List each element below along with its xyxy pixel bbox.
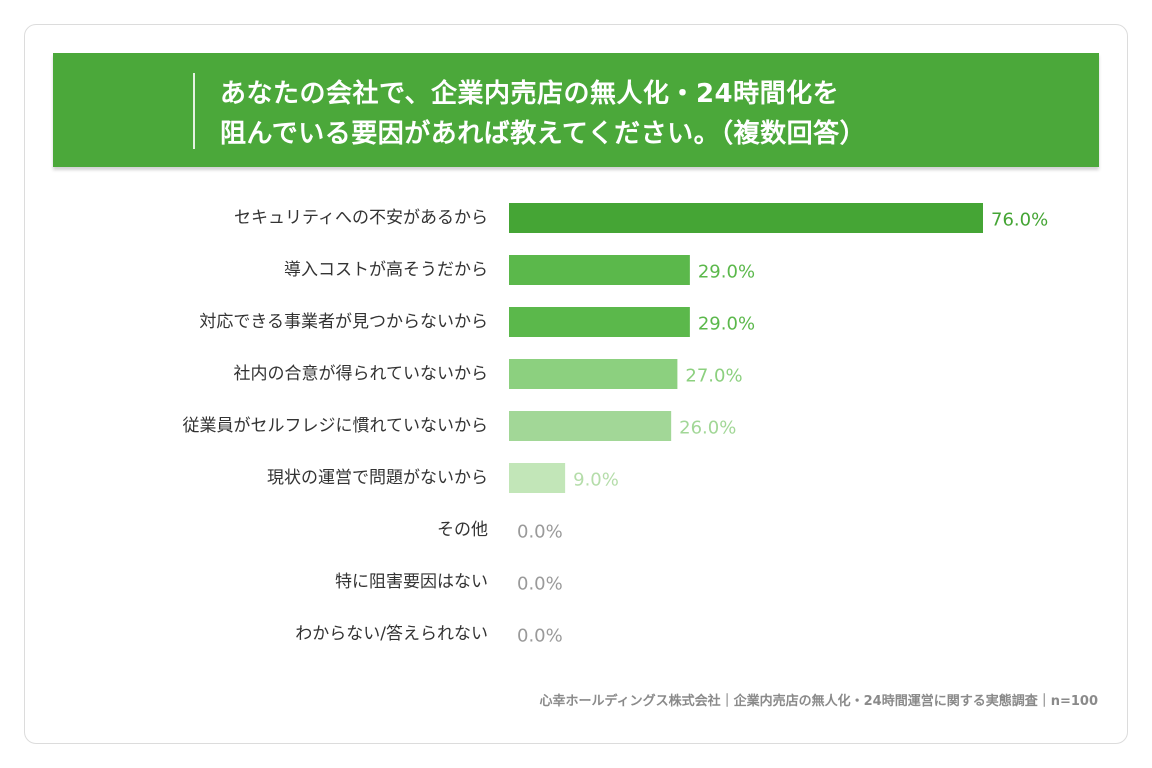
value-label: 0.0%	[517, 522, 563, 543]
title-accent-rule	[193, 73, 195, 149]
category-label: セキュリティへの不安があるから	[234, 208, 488, 228]
category-label: 導入コストが高そうだから	[284, 260, 488, 280]
source-footer: 心幸ホールディングス株式会社｜企業内売店の無人化・24時間運営に関する実態調査｜…	[539, 694, 1098, 709]
value-label: 29.0%	[698, 314, 755, 335]
category-label: わからない/答えられない	[295, 624, 488, 644]
category-label: 対応できる事業者が見つからないから	[199, 312, 488, 332]
value-label: 27.0%	[685, 366, 742, 387]
bar	[509, 203, 983, 233]
bar	[509, 411, 672, 441]
value-label: 26.0%	[679, 418, 736, 439]
category-label: 社内の合意が得られていないから	[234, 364, 489, 384]
category-label: 現状の運営で問題がないから	[267, 468, 488, 488]
value-label: 29.0%	[698, 262, 755, 283]
value-label: 0.0%	[517, 626, 563, 647]
value-label: 0.0%	[517, 574, 563, 595]
bar	[509, 307, 690, 337]
category-label: 特に阻害要因はない	[335, 572, 488, 592]
bar	[509, 463, 566, 493]
bar	[509, 255, 690, 285]
chart-title-line-1: あなたの会社で、企業内売店の無人化・24時間化を	[220, 79, 840, 109]
title-banner	[53, 53, 1099, 167]
category-label: 従業員がセルフレジに慣れていないから	[183, 416, 489, 436]
value-label: 76.0%	[991, 210, 1048, 231]
chart-title-line-2: 阻んでいる要因があれば教えてください。（複数回答）	[220, 119, 867, 149]
category-label: その他	[437, 520, 488, 540]
value-label: 9.0%	[573, 470, 619, 491]
bar	[509, 359, 678, 389]
